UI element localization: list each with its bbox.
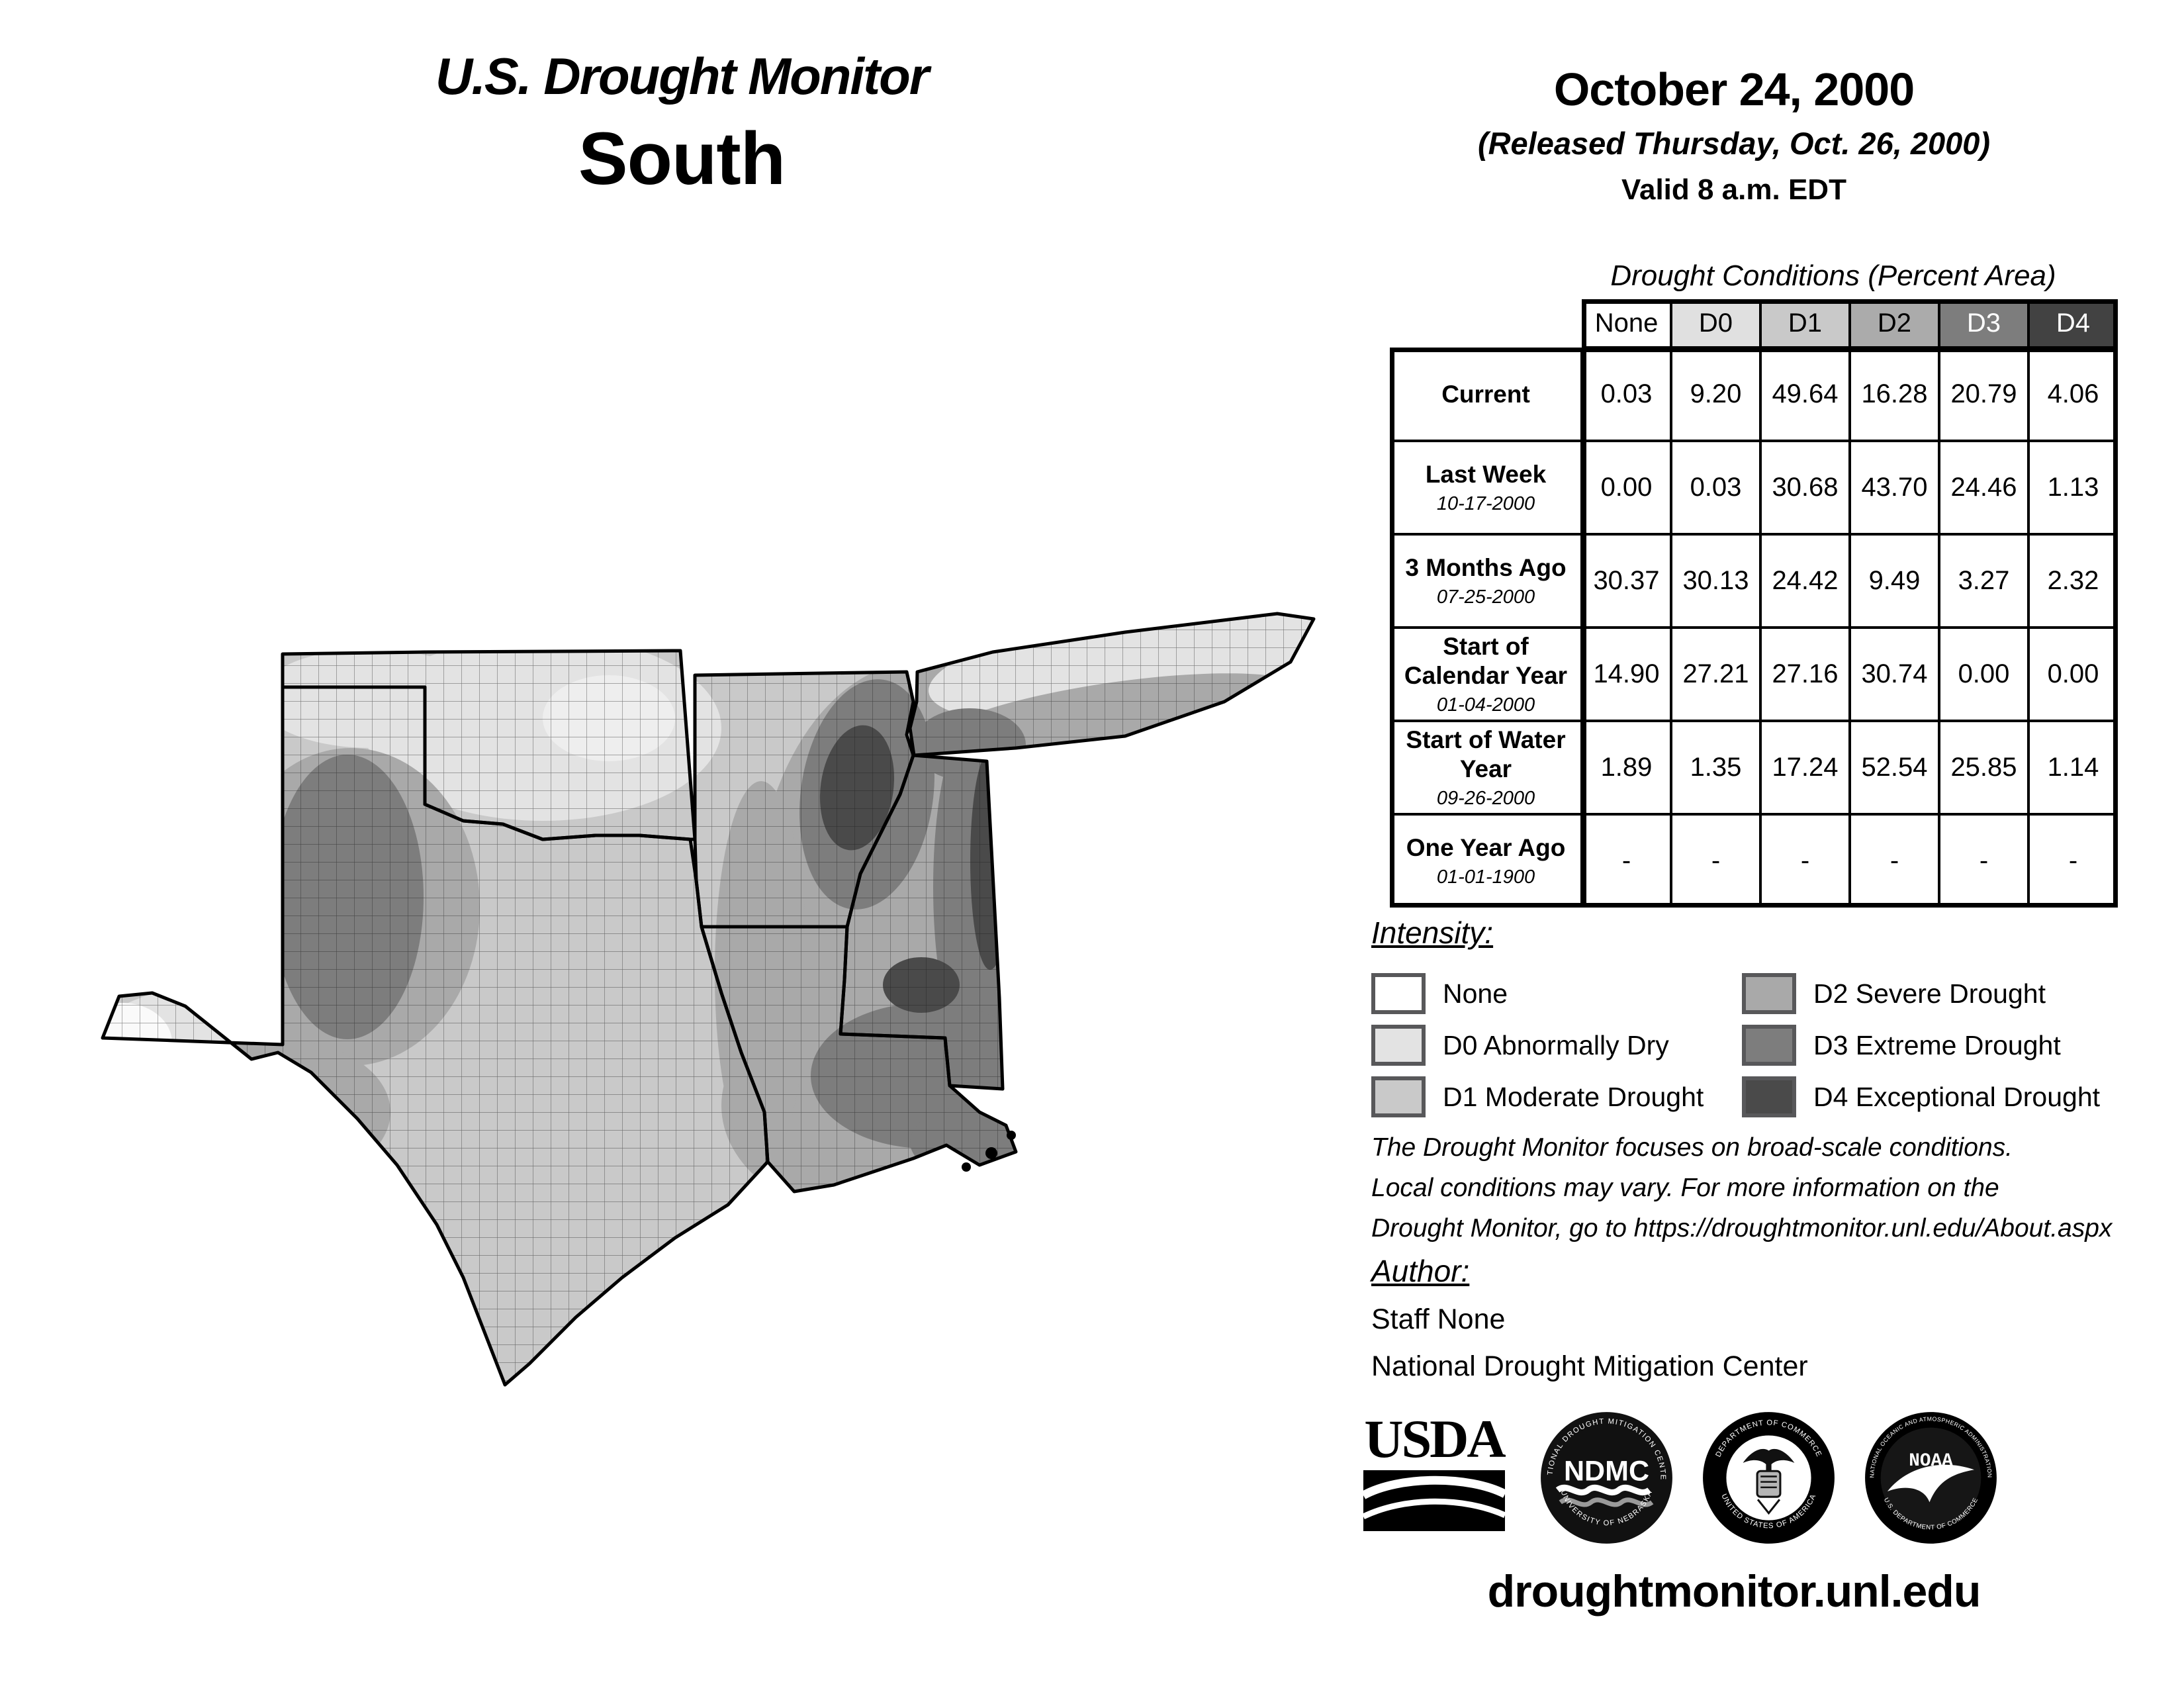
table-cell: 24.42	[1760, 534, 1850, 628]
drought-map	[101, 612, 1316, 1387]
page-title: U.S. Drought Monitor	[435, 47, 929, 105]
table-cell: 30.68	[1760, 441, 1850, 534]
legend-item-d2: D2 Severe Drought	[1742, 968, 2146, 1019]
table-cell: 30.74	[1850, 628, 1939, 721]
table-cell: 0.03	[1582, 348, 1671, 441]
author-org: National Drought Mitigation Center	[1371, 1350, 1808, 1382]
row-label-one-year-ago: One Year Ago 01-01-1900	[1390, 814, 1582, 908]
legend-item-d0: D0 Abnormally Dry	[1371, 1019, 1742, 1071]
table-cell: 16.28	[1850, 348, 1939, 441]
county-grid-texture	[103, 614, 1314, 1385]
column-header-d1: D1	[1760, 299, 1850, 348]
table-cell: 0.00	[1582, 441, 1671, 534]
legend-item-none: None	[1371, 968, 1742, 1019]
table-cell: 14.90	[1582, 628, 1671, 721]
map-date: October 24, 2000	[1553, 64, 1915, 115]
state-border-mississippi	[839, 753, 1005, 1091]
row-label-start-calendar-year: Start of Calendar Year 01-04-2000	[1390, 628, 1582, 721]
commerce-seal-logo: DEPARTMENT OF COMMERCE UNITED STATES OF …	[1703, 1412, 1835, 1544]
table-cell: 1.89	[1582, 721, 1671, 814]
intensity-legend: Intensity: None D2 Severe Drought D0 Abn…	[1371, 915, 2146, 1123]
legend-item-d3: D3 Extreme Drought	[1742, 1019, 2146, 1071]
row-label-last-week: Last Week 10-17-2000	[1390, 441, 1582, 534]
table-title: Drought Conditions (Percent Area)	[1610, 259, 2056, 292]
table-cell: 4.06	[2028, 348, 2118, 441]
noaa-logo: NATIONAL OCEANIC AND ATMOSPHERIC ADMINIS…	[1865, 1412, 1997, 1544]
state-border-tennessee	[908, 612, 1316, 757]
delta-marsh-speck	[962, 1162, 971, 1172]
website-url: droughtmonitor.unl.edu	[1487, 1566, 1981, 1617]
drought-conditions-table: None D0 D1 D2 D3 D4 Current 0.03 9.20 49…	[1390, 299, 2118, 908]
table-cell: -	[2028, 814, 2118, 908]
author-title: Author:	[1371, 1254, 1470, 1288]
released-date: (Released Thursday, Oct. 26, 2000)	[1477, 126, 1991, 161]
delta-marsh-speck	[1007, 1131, 1016, 1140]
legend-swatch-d0	[1371, 1025, 1426, 1066]
table-cell: 1.35	[1671, 721, 1760, 814]
valid-time: Valid 8 a.m. EDT	[1621, 173, 1846, 206]
table-cell: -	[1760, 814, 1850, 908]
svg-text:NDMC: NDMC	[1564, 1456, 1649, 1487]
table-cell: 3.27	[1939, 534, 2028, 628]
legend-swatch-d4	[1742, 1076, 1796, 1117]
author-block: Author: Staff None National Drought Miti…	[1371, 1253, 1808, 1383]
author-name: Staff None	[1371, 1303, 1506, 1335]
date-block: October 24, 2000 (Released Thursday, Oct…	[1416, 63, 2052, 207]
column-header-d3: D3	[1939, 299, 2028, 348]
table-cell: 1.13	[2028, 441, 2118, 534]
table-cell: 43.70	[1850, 441, 1939, 534]
table-cell: 9.20	[1671, 348, 1760, 441]
state-border-oklahoma	[281, 649, 697, 841]
legend-swatch-d1	[1371, 1076, 1426, 1117]
table-cell: 52.54	[1850, 721, 1939, 814]
drought-map-container	[86, 576, 1330, 1397]
table-cell: 2.32	[2028, 534, 2118, 628]
column-header-d4: D4	[2028, 299, 2118, 348]
table-cell: -	[1582, 814, 1671, 908]
disclaimer-text: The Drought Monitor focuses on broad-sca…	[1371, 1133, 2113, 1243]
legend-item-d1: D1 Moderate Drought	[1371, 1071, 1742, 1123]
table-cell: 0.00	[1939, 628, 2028, 721]
legend-item-d4: D4 Exceptional Drought	[1742, 1071, 2146, 1123]
region-title: South	[578, 117, 786, 200]
legend-swatch-d3	[1742, 1025, 1796, 1066]
agency-logos: USDA NATIONAL DROUGHT MITIGATION CENTER …	[1357, 1407, 2138, 1549]
table-cell: 17.24	[1760, 721, 1850, 814]
table-cell: 27.21	[1671, 628, 1760, 721]
table-cell: -	[1939, 814, 2028, 908]
legend-title: Intensity:	[1371, 915, 1494, 950]
table-cell: 25.85	[1939, 721, 2028, 814]
delta-marsh-speck	[985, 1147, 997, 1159]
usda-logo: USDA	[1361, 1412, 1508, 1531]
table-cell: 0.03	[1671, 441, 1760, 534]
table-cell: -	[1671, 814, 1760, 908]
table-cell: 0.00	[2028, 628, 2118, 721]
legend-swatch-d2	[1742, 973, 1796, 1014]
table-cell: 24.46	[1939, 441, 2028, 534]
row-label-start-water-year: Start of Water Year 09-26-2000	[1390, 721, 1582, 814]
column-header-none: None	[1582, 299, 1671, 348]
map-header: U.S. Drought Monitor South	[251, 46, 1112, 201]
table-cell: 27.16	[1760, 628, 1850, 721]
table-cell: 1.14	[2028, 721, 2118, 814]
ndmc-logo: NATIONAL DROUGHT MITIGATION CENTER NDMC …	[1539, 1410, 1672, 1544]
svg-text:USDA: USDA	[1364, 1412, 1506, 1469]
column-header-d0: D0	[1671, 299, 1760, 348]
table-cell: 9.49	[1850, 534, 1939, 628]
table-cell: -	[1850, 814, 1939, 908]
table-cell: 49.64	[1760, 348, 1850, 441]
legend-swatch-none	[1371, 973, 1426, 1014]
table-corner-cell	[1390, 299, 1582, 348]
row-label-current: Current	[1390, 348, 1582, 441]
table-cell: 30.13	[1671, 534, 1760, 628]
table-cell: 20.79	[1939, 348, 2028, 441]
column-header-d2: D2	[1850, 299, 1939, 348]
row-label-3-months-ago: 3 Months Ago 07-25-2000	[1390, 534, 1582, 628]
table-cell: 30.37	[1582, 534, 1671, 628]
